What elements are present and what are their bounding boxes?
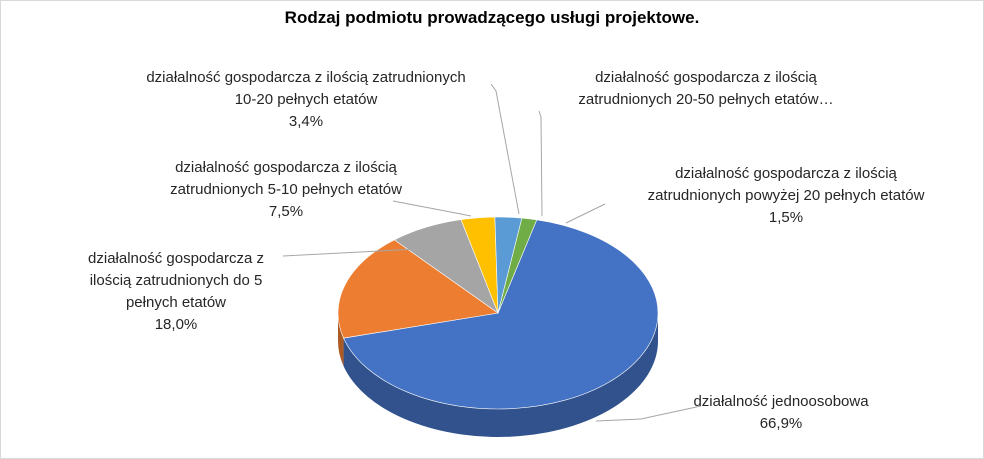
- pie-slice-side-0: [343, 313, 658, 438]
- data-label-line: działalność gospodarcza z ilością: [595, 69, 817, 86]
- leader-line-4: [538, 110, 543, 217]
- data-label-line: zatrudnionych powyżej 20 pełnych etatów: [647, 187, 925, 204]
- leader-line-3: [490, 83, 520, 215]
- leader-line-1: [282, 247, 442, 257]
- data-label-line: zatrudnionych 5-10 pełnych etatów: [170, 181, 402, 198]
- pie-slice-0: [343, 219, 659, 410]
- data-label-slice-5: działalność gospodarcza z ilością zatrud…: [606, 163, 966, 229]
- data-label-slice-4: działalność gospodarcza z ilością zatrud…: [541, 67, 871, 111]
- data-label-line: działalność gospodarcza z: [88, 250, 264, 267]
- data-label-line: działalność gospodarcza z ilością: [175, 159, 397, 176]
- leader-line-5: [565, 203, 606, 224]
- data-label-line: działalność gospodarcza z ilością: [675, 165, 897, 182]
- data-label-line: 10-20 pełnych etatów: [234, 91, 378, 108]
- data-label-value: 1,5%: [768, 209, 804, 226]
- data-label-slice-0: działalność jednoosobowa 66,9%: [651, 391, 911, 435]
- data-label-slice-3: działalność gospodarcza z ilością zatrud…: [111, 67, 501, 133]
- leader-line-2: [392, 200, 472, 217]
- leader-line-0: [595, 405, 702, 422]
- data-label-line: działalność jednoosobowa: [693, 393, 869, 410]
- chart-title: Rodzaj podmiotu prowadzącego usługi proj…: [284, 8, 700, 27]
- pie-slice-1: [337, 239, 499, 339]
- data-label-slice-1: działalność gospodarcza z ilością zatrud…: [56, 248, 296, 336]
- data-label-slice-2: działalność gospodarcza z ilością zatrud…: [131, 157, 441, 223]
- pie-slice-5: [497, 217, 538, 314]
- data-label-line: działalność gospodarcza z ilością zatrud…: [146, 69, 466, 86]
- data-label-value: 7,5%: [268, 203, 304, 220]
- data-label-line: ilością zatrudnionych do 5: [89, 272, 263, 289]
- data-label-value: 66,9%: [759, 415, 803, 432]
- data-label-value: 3,4%: [288, 113, 324, 130]
- data-label-value: 18,0%: [154, 316, 198, 333]
- pie-top: [337, 216, 659, 410]
- data-label-line: zatrudnionych 20-50 pełnych etatów…: [578, 91, 834, 108]
- data-label-line: pełnych etatów: [125, 294, 227, 311]
